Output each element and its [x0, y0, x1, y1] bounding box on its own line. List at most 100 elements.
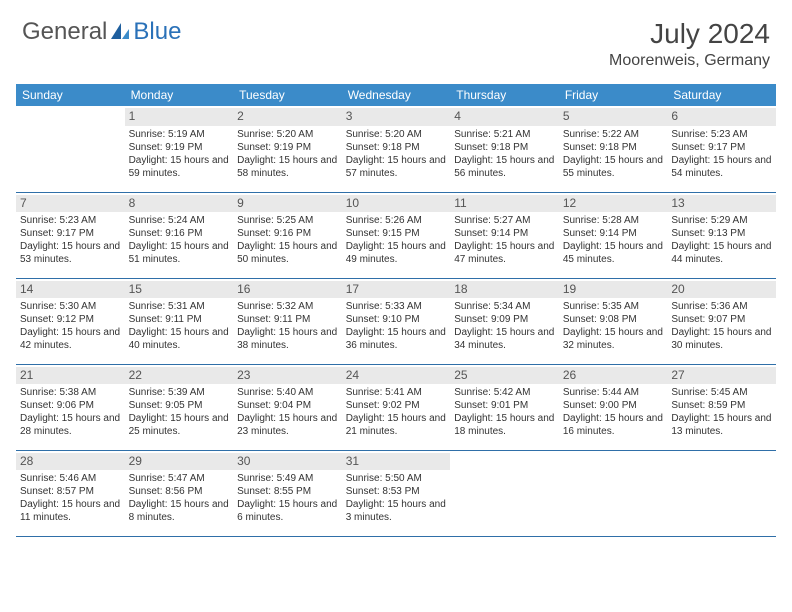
weekday-header: Saturday [667, 84, 776, 106]
sunset-text: Sunset: 9:07 PM [671, 313, 772, 326]
sunset-text: Sunset: 8:53 PM [346, 485, 447, 498]
calendar-day-cell: 27Sunrise: 5:45 AMSunset: 8:59 PMDayligh… [667, 364, 776, 450]
day-number: 7 [16, 195, 125, 213]
sunset-text: Sunset: 8:59 PM [671, 399, 772, 412]
weekday-header: Sunday [16, 84, 125, 106]
sunset-text: Sunset: 8:57 PM [20, 485, 121, 498]
sunset-text: Sunset: 9:11 PM [129, 313, 230, 326]
weekday-header-row: Sunday Monday Tuesday Wednesday Thursday… [16, 84, 776, 106]
sunset-text: Sunset: 9:19 PM [129, 141, 230, 154]
calendar-day-cell: 31Sunrise: 5:50 AMSunset: 8:53 PMDayligh… [342, 450, 451, 536]
day-number: 22 [125, 367, 234, 385]
daylight-text: Daylight: 15 hours and 23 minutes. [237, 412, 338, 438]
location-label: Moorenweis, Germany [609, 52, 770, 70]
sunset-text: Sunset: 9:10 PM [346, 313, 447, 326]
logo-sail-icon [109, 21, 131, 43]
calendar-week-row: 7Sunrise: 5:23 AMSunset: 9:17 PMDaylight… [16, 192, 776, 278]
calendar-day-cell: 23Sunrise: 5:40 AMSunset: 9:04 PMDayligh… [233, 364, 342, 450]
calendar-day-cell: 13Sunrise: 5:29 AMSunset: 9:13 PMDayligh… [667, 192, 776, 278]
day-number: 19 [559, 281, 668, 299]
calendar-day-cell: 5 Sunrise: 5:22 AMSunset: 9:18 PMDaylight… [559, 106, 668, 192]
sunrise-text: Sunrise: 5:21 AM [454, 128, 555, 141]
calendar-day-cell: 28Sunrise: 5:46 AMSunset: 8:57 PMDayligh… [16, 450, 125, 536]
daylight-text: Daylight: 15 hours and 53 minutes. [20, 240, 121, 266]
sunrise-text: Sunrise: 5:36 AM [671, 300, 772, 313]
daylight-text: Daylight: 15 hours and 18 minutes. [454, 412, 555, 438]
sunset-text: Sunset: 9:18 PM [454, 141, 555, 154]
day-number: 21 [16, 367, 125, 385]
sunset-text: Sunset: 9:16 PM [237, 227, 338, 240]
sunrise-text: Sunrise: 5:38 AM [20, 386, 121, 399]
daylight-text: Daylight: 15 hours and 42 minutes. [20, 326, 121, 352]
daylight-text: Daylight: 15 hours and 45 minutes. [563, 240, 664, 266]
calendar-day-cell: 1Sunrise: 5:19 AMSunset: 9:19 PMDaylight… [125, 106, 234, 192]
sunset-text: Sunset: 9:08 PM [563, 313, 664, 326]
sunrise-text: Sunrise: 5:22 AM [563, 128, 664, 141]
sunset-text: Sunset: 9:09 PM [454, 313, 555, 326]
sunrise-text: Sunrise: 5:31 AM [129, 300, 230, 313]
calendar-day-cell: 20Sunrise: 5:36 AMSunset: 9:07 PMDayligh… [667, 278, 776, 364]
calendar-day-cell: 3Sunrise: 5:20 AMSunset: 9:18 PMDaylight… [342, 106, 451, 192]
day-number: 9 [233, 195, 342, 213]
day-number: 14 [16, 281, 125, 299]
day-number: 20 [667, 281, 776, 299]
daylight-text: Daylight: 15 hours and 25 minutes. [129, 412, 230, 438]
daylight-text: Daylight: 15 hours and 55 minutes. [563, 154, 664, 180]
day-number: 27 [667, 367, 776, 385]
calendar-day-cell: 16Sunrise: 5:32 AMSunset: 9:11 PMDayligh… [233, 278, 342, 364]
day-number: 29 [125, 453, 234, 471]
daylight-text: Daylight: 15 hours and 36 minutes. [346, 326, 447, 352]
calendar-week-row: 21Sunrise: 5:38 AMSunset: 9:06 PMDayligh… [16, 364, 776, 450]
day-number: 24 [342, 367, 451, 385]
day-number: 25 [450, 367, 559, 385]
daylight-text: Daylight: 15 hours and 30 minutes. [671, 326, 772, 352]
calendar-day-cell: 11Sunrise: 5:27 AMSunset: 9:14 PMDayligh… [450, 192, 559, 278]
day-number: 10 [342, 195, 451, 213]
daylight-text: Daylight: 15 hours and 38 minutes. [237, 326, 338, 352]
calendar-day-cell: 26Sunrise: 5:44 AMSunset: 9:00 PMDayligh… [559, 364, 668, 450]
sunrise-text: Sunrise: 5:19 AM [129, 128, 230, 141]
daylight-text: Daylight: 15 hours and 28 minutes. [20, 412, 121, 438]
brand-text-1: General [22, 18, 107, 46]
sunset-text: Sunset: 9:14 PM [454, 227, 555, 240]
daylight-text: Daylight: 15 hours and 51 minutes. [129, 240, 230, 266]
calendar-day-cell: 18Sunrise: 5:34 AMSunset: 9:09 PMDayligh… [450, 278, 559, 364]
daylight-text: Daylight: 15 hours and 16 minutes. [563, 412, 664, 438]
day-number: 28 [16, 453, 125, 471]
calendar-day-cell: 4Sunrise: 5:21 AMSunset: 9:18 PMDaylight… [450, 106, 559, 192]
day-number: 13 [667, 195, 776, 213]
sunrise-text: Sunrise: 5:24 AM [129, 214, 230, 227]
sunset-text: Sunset: 9:19 PM [237, 141, 338, 154]
sunset-text: Sunset: 9:01 PM [454, 399, 555, 412]
daylight-text: Daylight: 15 hours and 8 minutes. [129, 498, 230, 524]
daylight-text: Daylight: 15 hours and 44 minutes. [671, 240, 772, 266]
sunset-text: Sunset: 9:04 PM [237, 399, 338, 412]
sunrise-text: Sunrise: 5:35 AM [563, 300, 664, 313]
daylight-text: Daylight: 15 hours and 58 minutes. [237, 154, 338, 180]
day-number: 6 [667, 108, 776, 126]
sunrise-text: Sunrise: 5:33 AM [346, 300, 447, 313]
weekday-header: Friday [559, 84, 668, 106]
sunset-text: Sunset: 9:12 PM [20, 313, 121, 326]
daylight-text: Daylight: 15 hours and 13 minutes. [671, 412, 772, 438]
sunrise-text: Sunrise: 5:40 AM [237, 386, 338, 399]
sunset-text: Sunset: 9:16 PM [129, 227, 230, 240]
sunrise-text: Sunrise: 5:20 AM [346, 128, 447, 141]
sunset-text: Sunset: 9:17 PM [671, 141, 772, 154]
day-number: 16 [233, 281, 342, 299]
calendar-day-cell [450, 450, 559, 536]
daylight-text: Daylight: 15 hours and 49 minutes. [346, 240, 447, 266]
calendar-day-cell [559, 450, 668, 536]
sunset-text: Sunset: 9:13 PM [671, 227, 772, 240]
calendar-day-cell: 24Sunrise: 5:41 AMSunset: 9:02 PMDayligh… [342, 364, 451, 450]
brand-logo: General Blue [22, 18, 181, 46]
daylight-text: Daylight: 15 hours and 56 minutes. [454, 154, 555, 180]
daylight-text: Daylight: 15 hours and 59 minutes. [129, 154, 230, 180]
daylight-text: Daylight: 15 hours and 21 minutes. [346, 412, 447, 438]
sunrise-text: Sunrise: 5:49 AM [237, 472, 338, 485]
sunset-text: Sunset: 9:14 PM [563, 227, 664, 240]
sunset-text: Sunset: 9:18 PM [563, 141, 664, 154]
calendar-day-cell [16, 106, 125, 192]
calendar-day-cell [667, 450, 776, 536]
day-number: 5 [559, 108, 668, 126]
